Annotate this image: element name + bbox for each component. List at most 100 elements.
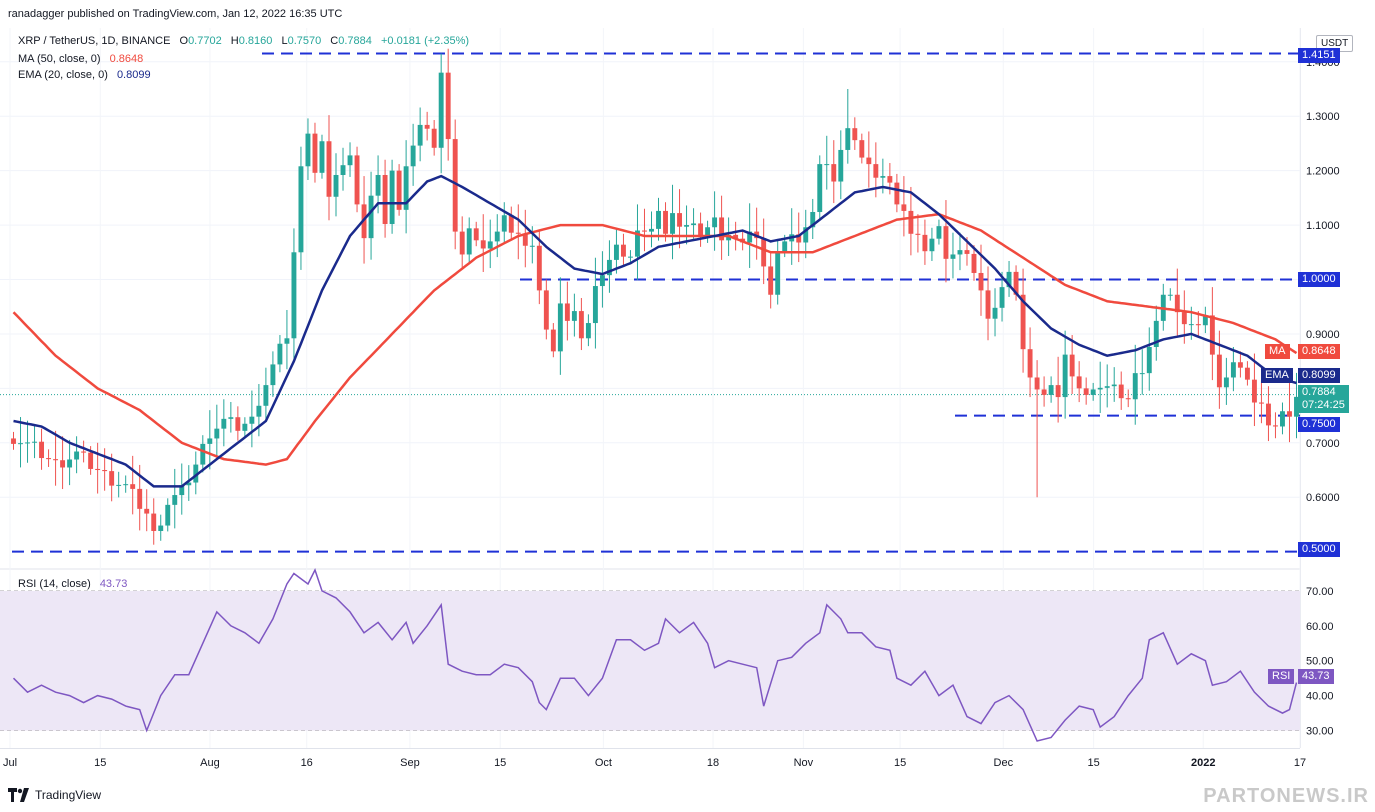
currency-tag[interactable]: USDT (1316, 35, 1354, 52)
candle-body (936, 226, 942, 239)
candle-body (950, 254, 956, 259)
legend-c-label: C (330, 35, 339, 47)
candle-body (424, 124, 430, 129)
y-tick-label: 0.9000 (1306, 329, 1340, 341)
candle-body (670, 213, 675, 234)
rsi-tick-label: 50.00 (1306, 656, 1334, 668)
legend-open: 0.7702 (188, 35, 222, 47)
candle-body (585, 323, 591, 339)
legend-high: 0.8160 (238, 35, 273, 47)
candle-body (1146, 347, 1152, 374)
candle-body (894, 182, 900, 205)
candle-body (747, 231, 753, 243)
candle-body (508, 215, 514, 233)
candle-body (908, 210, 914, 234)
candle-body (102, 470, 108, 472)
legend-ema-row: EMA (20, close, 0) 0.8099 (18, 69, 151, 81)
candle-body (782, 241, 788, 252)
candle-body (642, 230, 647, 232)
x-tick-label: 15 (94, 757, 106, 769)
candle-body (333, 174, 339, 197)
candle-body (235, 417, 241, 431)
candle-body (1230, 362, 1236, 378)
rsi-tick-label: 60.00 (1306, 621, 1334, 633)
candle-body (810, 212, 816, 228)
candle-body (606, 259, 612, 276)
candle-body (410, 145, 416, 167)
candle-body (691, 223, 697, 226)
candle-body (620, 244, 626, 257)
candle-body (1188, 324, 1194, 326)
candle-body (929, 238, 935, 252)
bar-countdown: 07:24:25 (1302, 399, 1345, 411)
legend-l-label: L (281, 35, 288, 47)
x-tick-label: Nov (794, 757, 814, 769)
candle-body (1209, 315, 1215, 355)
candle-body (151, 513, 157, 531)
legend-rsi-label: RSI (14, close) (18, 578, 91, 590)
candle-body (803, 227, 809, 243)
publisher-header: ranadagger published on TradingView.com,… (8, 8, 343, 20)
candle-body (866, 157, 872, 165)
candle-body (964, 250, 970, 254)
legend-o-label: O (179, 35, 189, 47)
candle-body (158, 525, 164, 531)
candle-body (733, 234, 739, 239)
legend-ema-value: 0.8099 (116, 69, 151, 81)
level-tag-support: 0.7500 (1298, 417, 1340, 432)
candle-body (39, 441, 45, 459)
y-tick-label: 1.2000 (1306, 166, 1340, 178)
rsi-tick-label: 40.00 (1306, 691, 1334, 703)
candle-body (1090, 389, 1096, 395)
legend-ema-label: EMA (20, close, 0) (18, 69, 108, 81)
x-tick-label: 15 (1087, 757, 1099, 769)
level-tag-top: 1.4151 (1298, 48, 1340, 63)
candle-body (46, 458, 52, 460)
candle-body (845, 128, 851, 150)
legend-ma-label: MA (50, close, 0) (18, 53, 101, 65)
candle-body (1020, 294, 1026, 350)
candle-body (712, 217, 718, 228)
ma-line (12, 212, 1298, 466)
level-tag-one: 1.0000 (1298, 272, 1340, 287)
candle-body (172, 495, 178, 505)
candle-body (417, 124, 423, 146)
rsi-tick-label: 30.00 (1306, 726, 1334, 738)
ma-price-tag: 0.8648 (1298, 344, 1340, 359)
watermark: PARTONEWS.IR (1203, 785, 1369, 807)
rsi-value-tag: 43.73 (1298, 669, 1334, 684)
x-tick-label: 17 (1294, 757, 1306, 769)
tradingview-logo-icon (8, 788, 29, 802)
candle-body (705, 227, 711, 238)
candle-body (354, 155, 360, 205)
candle-body (943, 226, 949, 259)
candle-body (291, 252, 297, 339)
candle-body (165, 504, 171, 526)
candle-body (992, 307, 998, 319)
candle-body (501, 215, 507, 232)
candle-body (431, 128, 437, 148)
legend-rsi-value: 43.73 (99, 578, 128, 590)
candle-body (1280, 411, 1285, 427)
candle-body (396, 170, 402, 210)
candle-body (1216, 354, 1222, 388)
candle-body (18, 443, 23, 445)
tradingview-name: TradingView (35, 788, 102, 802)
candle-body (137, 488, 143, 509)
candle-body (880, 176, 886, 178)
candle-body (200, 443, 206, 465)
candle-body (515, 232, 521, 234)
candle-body (1153, 320, 1159, 348)
candle-body (1258, 402, 1264, 404)
candle-body (67, 459, 73, 468)
candle-body (284, 338, 290, 344)
candle-body (1132, 373, 1138, 400)
tradingview-brand[interactable]: TradingView (8, 788, 101, 802)
ma-name-tag: MA (1265, 344, 1290, 359)
candle-body (53, 459, 59, 461)
candle-body (11, 438, 16, 444)
candle-body (494, 231, 500, 242)
candle-body (1125, 398, 1131, 400)
candle-body (144, 508, 150, 514)
